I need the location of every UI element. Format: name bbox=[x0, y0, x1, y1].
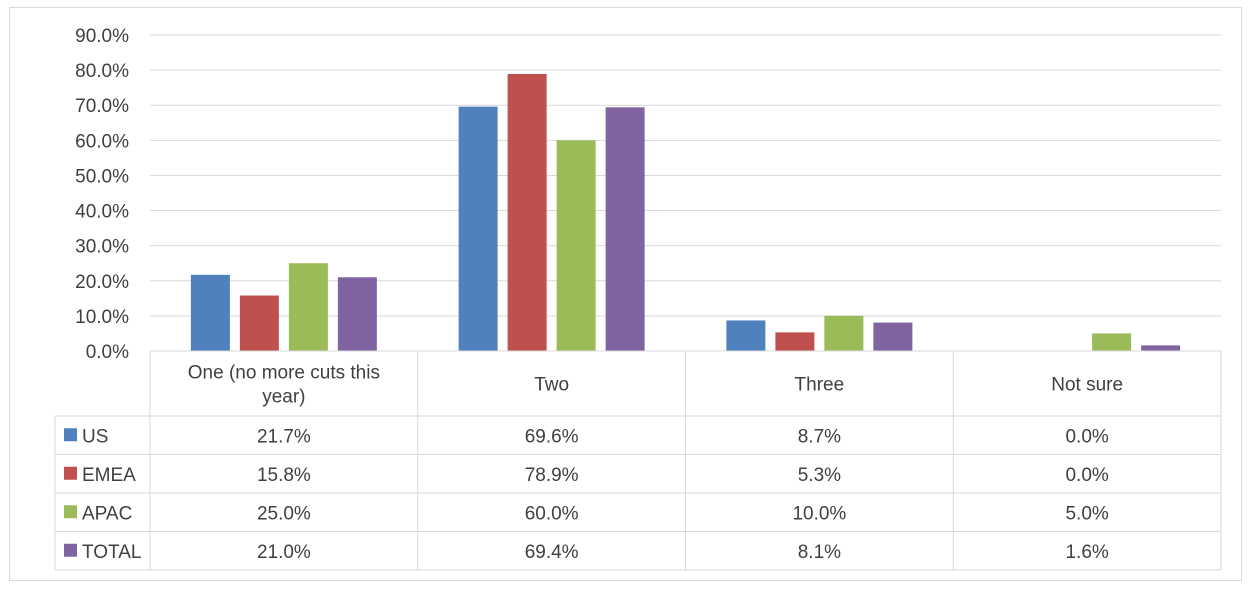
y-tick-label: 80.0% bbox=[75, 61, 129, 82]
data-cell: 21.0% bbox=[257, 542, 311, 563]
category-label: Two bbox=[534, 375, 569, 396]
y-tick-label: 60.0% bbox=[75, 131, 129, 152]
bar-apac bbox=[556, 140, 596, 351]
data-cell: 0.0% bbox=[1065, 426, 1108, 447]
series-label: US bbox=[82, 426, 108, 447]
series-label: EMEA bbox=[82, 465, 136, 486]
bar-us bbox=[726, 320, 766, 351]
y-tick-label: 50.0% bbox=[75, 166, 129, 187]
category-label: year) bbox=[262, 387, 305, 408]
y-tick-label: 10.0% bbox=[75, 307, 129, 328]
bar-total bbox=[1141, 345, 1181, 351]
bar-total bbox=[337, 277, 377, 351]
y-tick-label: 30.0% bbox=[75, 237, 129, 258]
bar-total bbox=[873, 322, 913, 351]
series-label: APAC bbox=[82, 503, 132, 524]
bar-us bbox=[190, 274, 230, 351]
data-cell: 5.3% bbox=[798, 465, 841, 486]
data-cell: 5.0% bbox=[1065, 503, 1108, 524]
data-cell: 69.6% bbox=[525, 426, 579, 447]
bar-emea bbox=[775, 332, 815, 351]
bar-us bbox=[458, 106, 498, 351]
y-tick-label: 20.0% bbox=[75, 272, 129, 293]
series-label: TOTAL bbox=[82, 542, 141, 563]
bar-apac bbox=[288, 263, 328, 351]
y-tick-label: 90.0% bbox=[75, 26, 129, 47]
y-tick-label: 40.0% bbox=[75, 202, 129, 223]
bar-total bbox=[605, 107, 645, 351]
bar-apac bbox=[1092, 333, 1132, 351]
category-label: Three bbox=[795, 375, 845, 396]
y-tick-label: 70.0% bbox=[75, 96, 129, 117]
data-cell: 8.7% bbox=[798, 426, 841, 447]
data-cell: 25.0% bbox=[257, 503, 311, 524]
data-cell: 15.8% bbox=[257, 465, 311, 486]
data-cell: 60.0% bbox=[525, 503, 579, 524]
legend-key-total bbox=[64, 543, 77, 557]
legend-key-apac bbox=[64, 505, 77, 519]
bar-emea bbox=[239, 295, 279, 351]
data-cell: 78.9% bbox=[525, 465, 579, 486]
category-label: One (no more cuts this bbox=[188, 363, 380, 384]
data-cell: 69.4% bbox=[525, 542, 579, 563]
bar-apac bbox=[824, 315, 864, 351]
category-label: Not sure bbox=[1051, 375, 1123, 396]
bar-emea bbox=[507, 73, 547, 352]
legend-key-emea bbox=[64, 466, 77, 480]
data-cell: 1.6% bbox=[1065, 542, 1108, 563]
y-tick-label: 0.0% bbox=[86, 342, 129, 363]
data-cell: 0.0% bbox=[1065, 465, 1108, 486]
data-cell: 8.1% bbox=[798, 542, 841, 563]
data-cell: 21.7% bbox=[257, 426, 311, 447]
legend-key-us bbox=[64, 428, 77, 442]
data-cell: 10.0% bbox=[792, 503, 846, 524]
